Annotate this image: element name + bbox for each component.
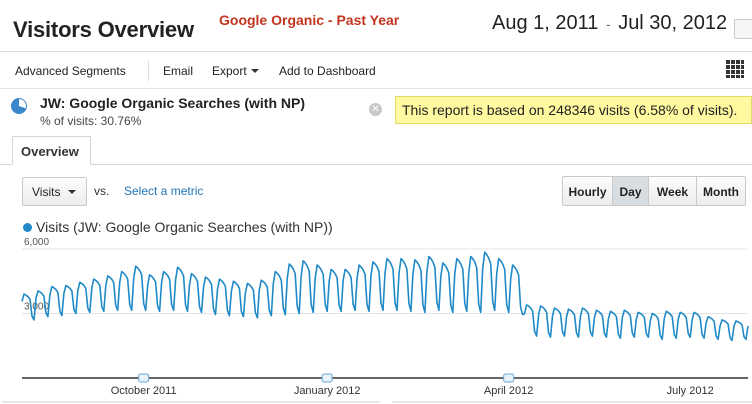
email-button[interactable]: Email	[163, 64, 194, 78]
granularity-toggle: Hourly Day Week Month	[562, 176, 746, 206]
date-end: Jul 30, 2012	[618, 12, 728, 34]
versus-label: vs.	[94, 184, 110, 198]
x-tick-label: July 2012	[667, 385, 714, 397]
report-toolbar: Advanced Segments Email Export Add to Da…	[0, 53, 752, 89]
page-title: Visitors Overview	[13, 17, 194, 42]
tab-overview[interactable]: Overview	[12, 136, 91, 165]
x-tick-label: April 2012	[484, 385, 534, 397]
metric-select-button[interactable]: Visits	[22, 177, 87, 206]
tab-bar-divider	[0, 164, 752, 165]
annotation-marker	[321, 373, 333, 383]
sampling-notice: This report is based on 248346 visits (6…	[395, 96, 752, 124]
date-start: Aug 1, 2011	[492, 12, 599, 34]
close-icon[interactable]: ✕	[369, 103, 382, 116]
grid-icon[interactable]	[725, 59, 745, 79]
metric-selected-label: Visits	[32, 185, 61, 199]
toolbar-divider	[148, 61, 149, 81]
visits-line-chart: 6,000 3,000 October 2011 January 2012 April …	[2, 237, 752, 403]
chevron-down-icon	[68, 190, 77, 194]
add-to-dashboard-button[interactable]: Add to Dashboard	[279, 64, 376, 78]
month-button[interactable]: Month	[703, 185, 739, 199]
annotation-marker	[503, 373, 515, 383]
annotation-marker	[138, 373, 150, 383]
pie-chart-icon	[11, 98, 27, 114]
advanced-segments-button[interactable]: Advanced Segments	[15, 64, 126, 78]
select-metric-link[interactable]: Select a metric	[124, 184, 204, 198]
date-separator: -	[605, 16, 611, 32]
day-button[interactable]: Day	[613, 177, 649, 205]
report-subtitle: Google Organic - Past Year	[219, 12, 400, 28]
x-tick-label: January 2012	[294, 385, 361, 397]
date-range-picker[interactable]: Aug 1, 2011 - Jul 30, 2012	[492, 12, 727, 35]
legend-label: Visits (JW: Google Organic Searches (wit…	[36, 219, 333, 235]
visits-series-line	[21, 251, 749, 342]
export-button[interactable]: Export	[212, 64, 259, 78]
report-header: Visitors Overview Google Organic - Past …	[0, 0, 752, 52]
chevron-down-icon	[250, 69, 259, 73]
segment-name: JW: Google Organic Searches (with NP)	[40, 95, 306, 111]
export-label: Export	[212, 64, 247, 78]
date-range-dropdown-button[interactable]	[734, 19, 752, 39]
hourly-button[interactable]: Hourly	[563, 177, 613, 205]
y-tick-label: 3,000	[24, 302, 49, 313]
y-tick-label: 6,000	[24, 237, 49, 248]
week-button[interactable]: Week	[649, 177, 697, 205]
legend-marker	[23, 223, 32, 232]
segment-percentage: % of visits: 30.76%	[40, 114, 142, 128]
x-tick-label: October 2011	[111, 385, 177, 397]
